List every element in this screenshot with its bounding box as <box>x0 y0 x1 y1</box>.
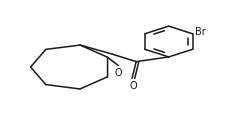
Text: O: O <box>114 68 122 78</box>
Text: O: O <box>130 81 137 91</box>
Text: Br: Br <box>195 27 205 38</box>
